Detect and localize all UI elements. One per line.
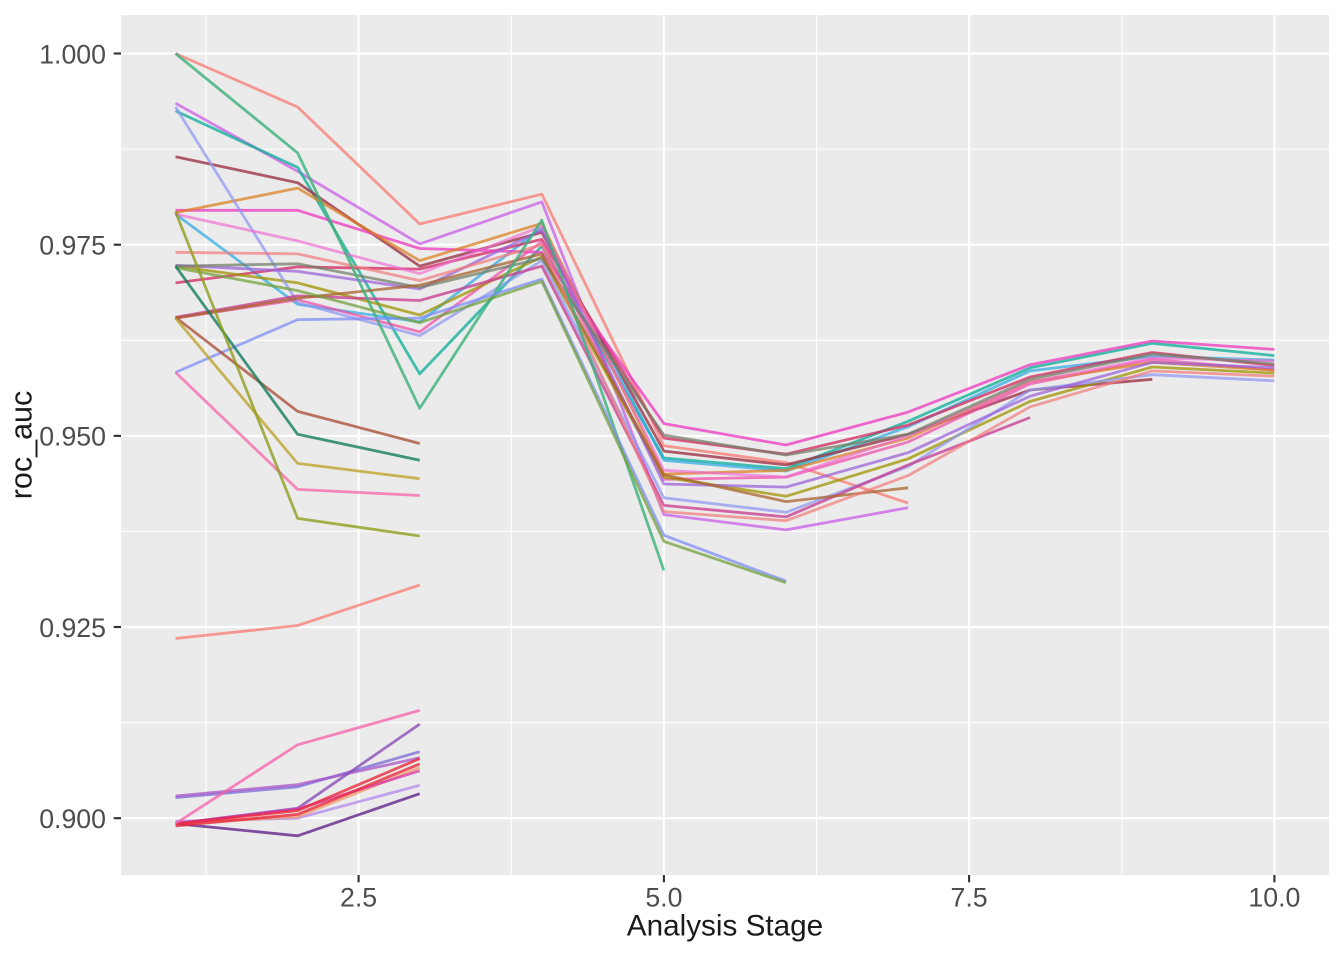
svg-text:2.5: 2.5 [340,883,377,913]
svg-text:Analysis Stage: Analysis Stage [627,910,823,943]
svg-text:0.975: 0.975 [39,231,106,261]
svg-text:1.000: 1.000 [39,39,106,69]
svg-text:0.950: 0.950 [39,422,106,452]
svg-text:7.5: 7.5 [951,883,988,913]
svg-text:roc_auc: roc_auc [5,391,39,500]
svg-text:10.0: 10.0 [1248,883,1300,913]
svg-text:0.925: 0.925 [39,613,106,643]
svg-text:0.900: 0.900 [39,804,106,834]
svg-text:5.0: 5.0 [645,883,682,913]
